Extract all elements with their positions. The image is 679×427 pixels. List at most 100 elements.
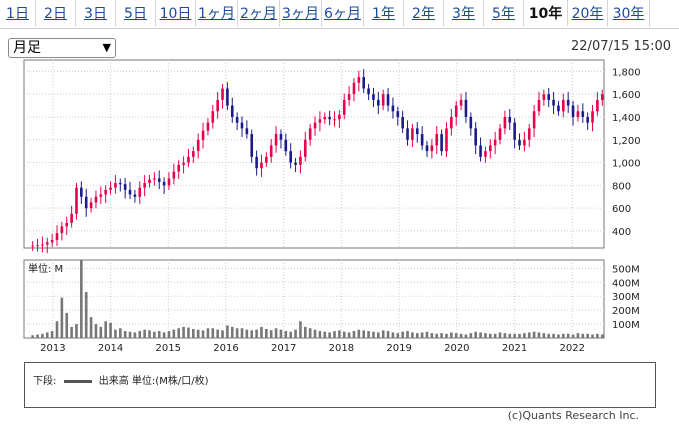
tab-1[interactable]: 1日 (0, 0, 36, 27)
volume-bar (425, 331, 429, 338)
candle-body (318, 119, 322, 123)
candle-body (45, 242, 49, 245)
volume-bar (415, 333, 419, 338)
candle-body (498, 128, 502, 140)
candle-body (547, 94, 551, 100)
copyright: (c)Quants Research Inc. (507, 409, 639, 422)
tab-9[interactable]: 6ヶ月 (322, 0, 364, 27)
volume-bar (347, 332, 351, 338)
volume-tick-label: 400M (612, 278, 640, 289)
candle-body (36, 245, 39, 247)
volume-bar (479, 332, 482, 338)
tab-11[interactable]: 2年 (404, 0, 444, 27)
volume-bar (474, 331, 477, 338)
volume-bar (352, 331, 356, 338)
volume-bar (532, 331, 536, 338)
volume-bar (36, 334, 39, 338)
tab-7[interactable]: 2ヶ月 (238, 0, 280, 27)
candle-body (411, 128, 414, 140)
volume-bar (167, 331, 171, 338)
candle-body (552, 99, 555, 106)
volume-bar (523, 333, 526, 338)
volume-bar (411, 332, 414, 338)
volume-bar (367, 331, 370, 338)
candle-body (104, 189, 107, 195)
candle-body (167, 178, 171, 186)
volume-bar (221, 330, 224, 338)
volume-bar (581, 333, 585, 338)
candle-body (537, 99, 541, 112)
tab-3[interactable]: 3日 (76, 0, 116, 27)
volume-bar (177, 328, 181, 338)
tab-13[interactable]: 5年 (484, 0, 524, 27)
candle-body (474, 128, 477, 146)
candle-body (386, 94, 390, 106)
volume-bar (596, 333, 599, 338)
year-tick-label: 2014 (98, 343, 123, 354)
volume-bar (153, 331, 156, 338)
candle-body (123, 184, 127, 190)
candle-body (479, 145, 482, 157)
volume-bar (488, 333, 492, 338)
candle-body (255, 156, 258, 169)
volume-bar (133, 332, 137, 338)
tab-12[interactable]: 3年 (444, 0, 484, 27)
candle-body (196, 139, 200, 152)
volume-bar (308, 328, 312, 338)
candle-body (566, 99, 570, 106)
tab-8[interactable]: 3ヶ月 (280, 0, 322, 27)
year-tick-label: 2013 (40, 343, 65, 354)
tab-16[interactable]: 30年 (608, 0, 650, 27)
tab-4[interactable]: 5日 (116, 0, 156, 27)
candle-body (381, 94, 385, 106)
candle-body (372, 94, 375, 100)
volume-bar (493, 333, 497, 338)
volume-bar (70, 326, 73, 338)
tab-10[interactable]: 1年 (364, 0, 404, 27)
tab-5[interactable]: 10日 (156, 0, 196, 27)
volume-bar (138, 331, 142, 338)
candle-body (265, 156, 268, 163)
candle-body (576, 111, 580, 117)
volume-bar (333, 331, 336, 338)
volume-bar (377, 332, 380, 338)
candle-body (65, 222, 69, 227)
candle-body (391, 105, 395, 112)
tab-6[interactable]: 1ヶ月 (196, 0, 238, 27)
volume-bar (401, 331, 404, 338)
candle-body (182, 162, 185, 165)
year-tick-label: 2017 (271, 343, 296, 354)
candle-body (581, 111, 585, 117)
volume-bar (196, 329, 200, 338)
volume-bar (562, 333, 565, 338)
year-tick-label: 2022 (560, 343, 585, 354)
candle-body (308, 128, 312, 140)
period-select[interactable]: 月足 ▼ (8, 38, 116, 58)
volume-bar (542, 333, 546, 338)
candle-body (508, 116, 512, 123)
volume-bar (260, 326, 263, 338)
candle-body (162, 181, 166, 186)
volume-bar (206, 328, 210, 338)
candle-body (279, 134, 283, 140)
volume-bar (89, 317, 93, 338)
year-tick-label: 2016 (213, 343, 238, 354)
volume-bar (104, 321, 107, 338)
volume-bar (118, 328, 122, 338)
candle-body (55, 233, 59, 241)
tab-14[interactable]: 10年 (524, 0, 568, 27)
volume-bar (527, 332, 531, 338)
tab-15[interactable]: 20年 (568, 0, 608, 27)
volume-bar (60, 297, 64, 338)
candle-body (187, 156, 190, 163)
volume-tick-label: 300M (612, 292, 640, 303)
tab-2[interactable]: 2日 (36, 0, 76, 27)
volume-bar (420, 332, 424, 338)
candle-body (600, 94, 604, 100)
candle-body (89, 202, 93, 209)
candle-body (357, 77, 361, 83)
volume-bar (313, 329, 317, 338)
legend-prefix: 下段: (33, 376, 57, 387)
candle-body (328, 116, 331, 120)
volume-bar (391, 332, 395, 338)
